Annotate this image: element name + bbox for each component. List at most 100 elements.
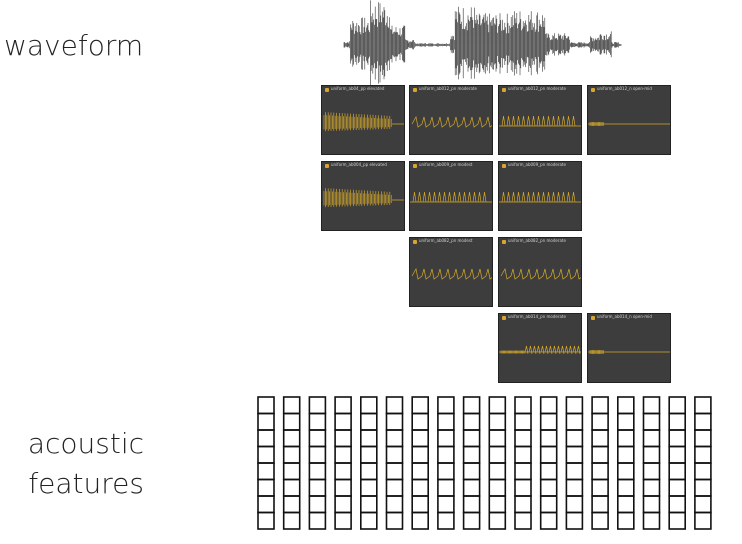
clip-waveform [499, 115, 581, 127]
clip-icon [413, 88, 417, 92]
feature-cell [462, 429, 481, 448]
feature-vector [616, 396, 635, 530]
feature-cell [488, 429, 507, 448]
feature-cell [360, 511, 378, 530]
feature-cell [385, 429, 404, 448]
feature-cell [565, 412, 584, 431]
feature-cell [642, 429, 661, 448]
feature-cell [668, 511, 687, 530]
feature-cell [385, 396, 404, 415]
clip-waveform [323, 112, 404, 132]
feature-cell [694, 429, 712, 448]
feature-cell [591, 478, 609, 497]
feature-cell [488, 462, 507, 481]
feature-cell [514, 511, 532, 530]
clip-icon [502, 88, 506, 92]
feature-vector [694, 396, 712, 530]
feature-vector [462, 396, 481, 530]
feature-cell [360, 445, 378, 464]
feature-vector [360, 396, 378, 530]
feature-cell [565, 478, 584, 497]
clip-waveform [588, 350, 670, 354]
clip-name: uniform_ab014_pn moderate [508, 314, 566, 319]
feature-cell [308, 478, 327, 497]
clip-wave-trace [499, 115, 581, 127]
feature-cell [642, 412, 661, 431]
feature-cell [668, 396, 687, 415]
feature-cell [462, 462, 481, 481]
feature-cell [539, 495, 558, 514]
clip-waveform [499, 191, 581, 203]
phoneme-clip: uniform_ab04_pp elevated [321, 85, 405, 155]
feature-cell [642, 495, 661, 514]
feature-cell [668, 445, 687, 464]
acoustic-feature-grid [257, 396, 712, 530]
clip-icon [502, 316, 506, 320]
feature-cell [257, 396, 275, 415]
feature-cell [642, 478, 661, 497]
feature-cell [565, 396, 584, 415]
feature-cell [616, 511, 635, 530]
clip-icon [591, 88, 595, 92]
waveform-plot [343, 0, 622, 86]
feature-cell [334, 495, 352, 514]
clip-waveform [411, 116, 492, 128]
phoneme-clip: uniform_ab082_pn moderate [498, 237, 582, 307]
acoustic-features-label: acoustic features [4, 424, 144, 504]
feature-cell [411, 412, 429, 431]
feature-cell [411, 495, 429, 514]
feature-cell [437, 495, 455, 514]
phoneme-clip: uniform_ab009_pn moderate [498, 161, 582, 231]
clip-waveform [323, 188, 404, 208]
feature-cell [437, 511, 455, 530]
feature-cell [514, 495, 532, 514]
feature-cell [385, 478, 404, 497]
phoneme-clip: uniform_ab004_pp elevated [321, 161, 405, 231]
feature-cell [334, 429, 352, 448]
feature-cell [591, 462, 609, 481]
feature-cell [616, 462, 635, 481]
feature-cell [308, 445, 327, 464]
clip-wave-trace [410, 191, 492, 203]
clip-name: uniform_ab004_pp elevated [331, 162, 387, 167]
feature-cell [642, 396, 661, 415]
feature-vector [334, 396, 352, 530]
clip-wave-trace [588, 350, 670, 354]
feature-cell [694, 462, 712, 481]
clip-wave-trace [499, 191, 581, 203]
feature-cell [360, 478, 378, 497]
feature-cell [539, 445, 558, 464]
feature-cell [694, 478, 712, 497]
feature-cell [668, 412, 687, 431]
feature-cell [360, 412, 378, 431]
feature-cell [616, 445, 635, 464]
feature-cell [257, 412, 275, 431]
feature-cell [282, 445, 301, 464]
clip-name: uniform_ab012_pn moderate [419, 86, 477, 91]
feature-cell [360, 396, 378, 415]
feature-cell [411, 396, 429, 415]
phoneme-clip: uniform_ab009_pn modest [409, 161, 493, 231]
feature-cell [462, 478, 481, 497]
clip-wave-trace [499, 345, 581, 355]
feature-cell [514, 412, 532, 431]
feature-cell [488, 495, 507, 514]
feature-cell [411, 429, 429, 448]
phoneme-clip: uniform_ab012_pn moderate [498, 85, 582, 155]
feature-cell [539, 511, 558, 530]
feature-vector [565, 396, 584, 530]
feature-cell [591, 412, 609, 431]
feature-cell [360, 429, 378, 448]
feature-cell [360, 495, 378, 514]
feature-cell [668, 429, 687, 448]
clip-icon [502, 164, 506, 168]
feature-cell [514, 429, 532, 448]
feature-cell [565, 462, 584, 481]
phoneme-clip: uniform_ab014_pn moderate [498, 313, 582, 383]
feature-cell [257, 495, 275, 514]
phoneme-clip: uniform_ab012_n open-mid [587, 85, 671, 155]
feature-cell [668, 478, 687, 497]
feature-cell [514, 445, 532, 464]
clip-name: uniform_ab082_pn modest [419, 238, 473, 243]
feature-vector [539, 396, 558, 530]
